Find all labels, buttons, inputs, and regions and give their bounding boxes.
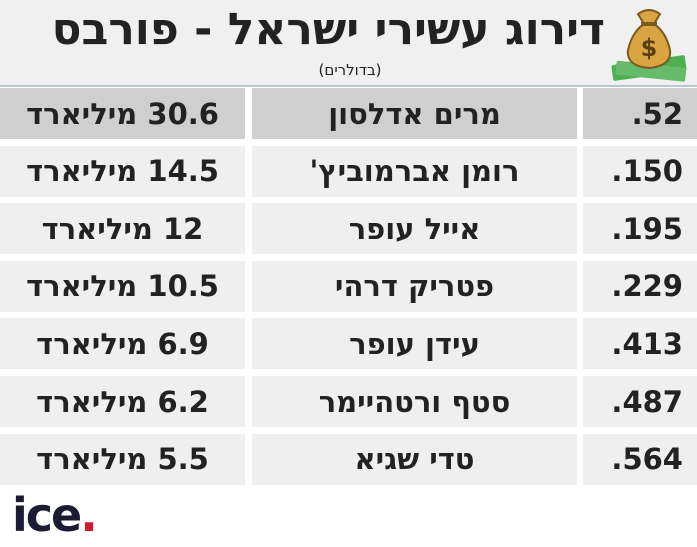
- rank-cell: 564.: [583, 433, 697, 485]
- rank-cell: 413.: [583, 318, 697, 370]
- wealth-cell: 30.6 מיליארד: [0, 88, 245, 139]
- wealth-cell: 14.5 מיליארד: [0, 145, 245, 197]
- name-cell: אייל עופר: [252, 203, 577, 255]
- title: דירוג עשירי ישראל - פורבס: [51, 4, 605, 55]
- logo-mark: .: [80, 488, 98, 542]
- subtitle: (בדולרים): [318, 61, 382, 79]
- name-cell: רומן אברמוביץ': [252, 145, 577, 197]
- wealth-cell: 10.5 מיליארד: [0, 260, 245, 312]
- name-cell: סטף ורטהיימר: [252, 376, 577, 427]
- name-cell: פטריק דרהי: [252, 260, 577, 312]
- svg-text:$: $: [641, 34, 658, 62]
- rank-cell: 229.: [583, 260, 697, 312]
- logo: ice.: [12, 488, 98, 542]
- rank-cell: 487.: [583, 376, 697, 427]
- rank-cell: 150.: [583, 145, 697, 197]
- logo-name: ice: [12, 488, 82, 542]
- wealth-cell: 6.9 מיליארד: [0, 318, 245, 370]
- wealth-cell: 6.2 מיליארד: [0, 376, 245, 427]
- rank-cell: 52.: [583, 88, 697, 139]
- name-cell: מרים אדלסון: [252, 88, 577, 139]
- money-bag-icon: $: [611, 9, 687, 82]
- name-cell: טדי שגיא: [252, 433, 577, 485]
- wealth-cell: 5.5 מיליארד: [0, 433, 245, 485]
- wealth-cell: 12 מיליארד: [0, 203, 245, 255]
- header: דירוג עשירי ישראל - פורבס (בדולרים) $: [0, 0, 697, 87]
- name-cell: עידן עופר: [252, 318, 577, 370]
- rank-cell: 195.: [583, 203, 697, 255]
